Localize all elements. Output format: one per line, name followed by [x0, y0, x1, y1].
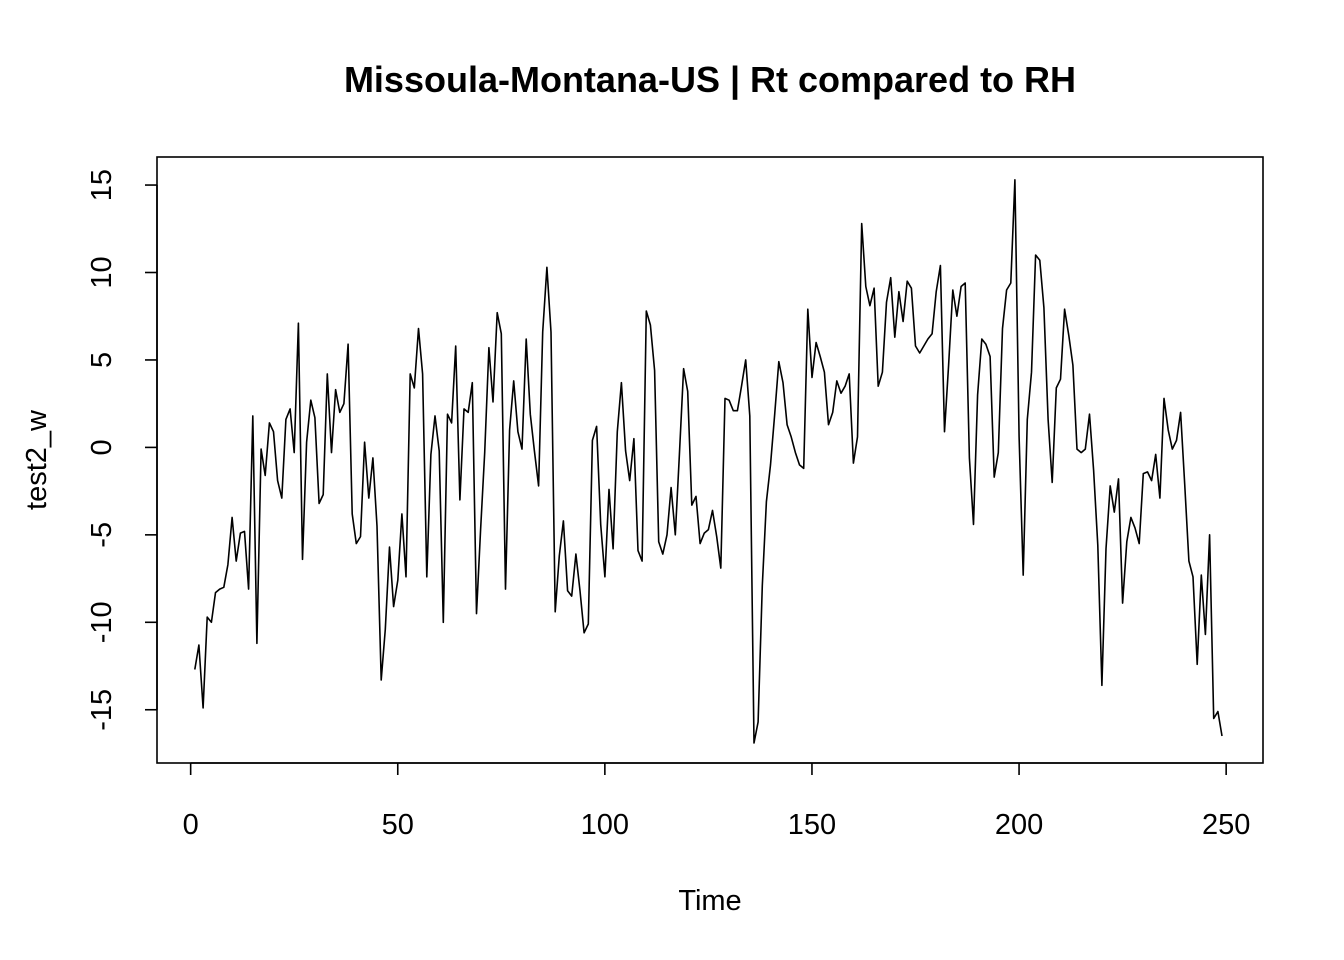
y-tick-label: -5: [86, 522, 118, 548]
x-tick-label: 0: [183, 809, 199, 841]
y-tick-label: 10: [86, 256, 118, 288]
chart-title: Missoula-Montana-US | Rt compared to RH: [344, 59, 1076, 101]
x-tick-label: 150: [788, 809, 836, 841]
y-axis: -15 -10 -5 0 5 10 15: [86, 169, 158, 731]
x-axis-label: Time: [678, 885, 741, 917]
plot-frame: [156, 156, 1264, 764]
x-tick-label: 200: [995, 809, 1043, 841]
x-tick-label: 250: [1202, 809, 1250, 841]
y-tick-label: 0: [86, 439, 118, 455]
x-tick-label: 100: [581, 809, 629, 841]
x-axis: 0 50 100 150 200 250: [183, 762, 1250, 841]
y-tick-label: 15: [86, 169, 118, 201]
y-tick-label: -15: [86, 689, 118, 731]
x-tick-label: 50: [382, 809, 414, 841]
y-axis-label: test2_w: [21, 409, 53, 510]
y-tick-label: 5: [86, 352, 118, 368]
y-tick-label: -10: [86, 601, 118, 643]
series-line: [194, 179, 1223, 744]
